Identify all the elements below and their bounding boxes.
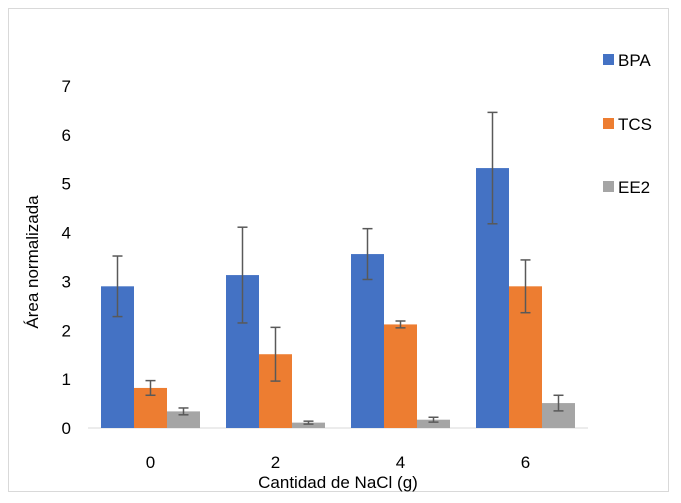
legend-swatch-tcs bbox=[603, 118, 614, 129]
error-bar-ee2-4 bbox=[428, 416, 439, 423]
error-bar-bpa-6 bbox=[487, 111, 498, 225]
error-bar-bpa-0 bbox=[112, 255, 123, 318]
error-bar-tcs-6 bbox=[520, 259, 531, 314]
legend: BPA TCS EE2 bbox=[603, 51, 652, 197]
bar-tcs-4 bbox=[384, 324, 417, 428]
y-tick-label: 1 bbox=[62, 370, 71, 389]
y-tick-label: 4 bbox=[62, 224, 71, 243]
y-tick-label: 3 bbox=[62, 272, 71, 291]
error-bars bbox=[112, 111, 564, 425]
bar-ee2-2 bbox=[292, 422, 325, 428]
bar-ee2-4 bbox=[417, 419, 450, 428]
error-bar-ee2-6 bbox=[553, 394, 564, 412]
error-bar-bpa-4 bbox=[362, 227, 373, 281]
y-tick-label: 2 bbox=[62, 321, 71, 340]
x-tick-label: 2 bbox=[271, 453, 280, 472]
legend-label-tcs: TCS bbox=[618, 115, 652, 134]
y-tick-label: 6 bbox=[62, 126, 71, 145]
legend-label-bpa: BPA bbox=[618, 51, 651, 70]
error-bar-ee2-0 bbox=[178, 407, 189, 416]
x-tick-label: 6 bbox=[521, 453, 530, 472]
error-bar-tcs-4 bbox=[395, 320, 406, 329]
error-bar-tcs-2 bbox=[270, 326, 281, 382]
y-axis-label: Área normalizada bbox=[23, 195, 42, 329]
y-tick-label: 0 bbox=[62, 419, 71, 438]
bar-ee2-0 bbox=[167, 411, 200, 428]
error-bar-tcs-0 bbox=[145, 379, 156, 397]
error-bar-ee2-2 bbox=[303, 420, 314, 425]
legend-swatch-ee2 bbox=[603, 181, 614, 192]
x-tick-label: 4 bbox=[396, 453, 405, 472]
y-tick-label: 7 bbox=[62, 77, 71, 96]
legend-swatch-bpa bbox=[603, 54, 614, 65]
error-bar-bpa-2 bbox=[237, 226, 248, 324]
y-tick-label: 5 bbox=[62, 175, 71, 194]
bar-bpa-4 bbox=[351, 254, 384, 428]
x-axis-label: Cantidad de NaCl (g) bbox=[258, 473, 418, 492]
y-axis-ticks: 0 1 2 3 4 5 6 7 bbox=[62, 77, 71, 438]
bars bbox=[101, 168, 575, 428]
x-tick-label: 0 bbox=[146, 453, 155, 472]
x-axis-ticks: 0 2 4 6 bbox=[146, 453, 530, 472]
legend-label-ee2: EE2 bbox=[618, 178, 650, 197]
